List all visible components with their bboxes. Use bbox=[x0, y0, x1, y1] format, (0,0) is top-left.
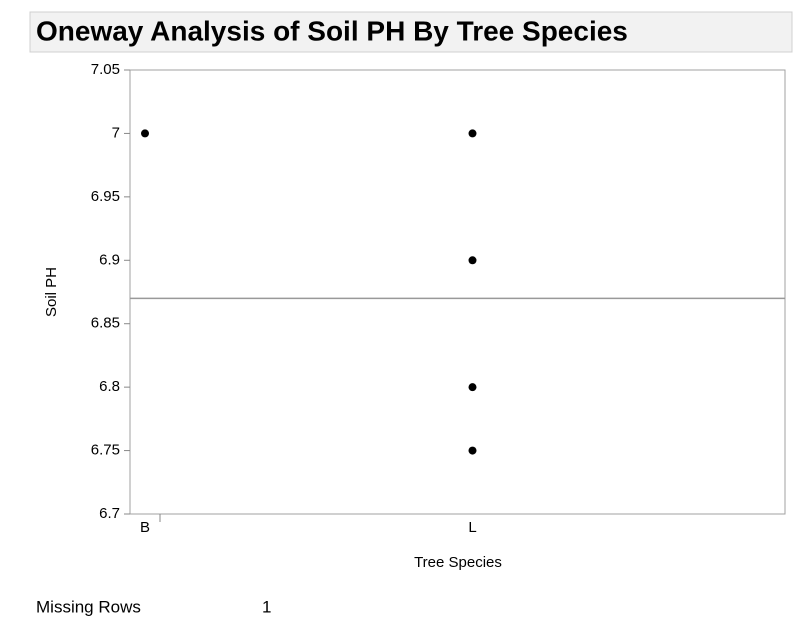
y-tick-label: 6.8 bbox=[99, 378, 120, 395]
title-bar bbox=[29, 11, 793, 53]
plot-frame bbox=[129, 69, 786, 515]
x-axis-label: Tree Species bbox=[414, 554, 502, 571]
point bbox=[468, 383, 477, 392]
missing-rows-value: 1 bbox=[262, 597, 271, 616]
chart-title: Oneway Analysis of Soil PH By Tree Speci… bbox=[36, 15, 628, 46]
y-axis-label: Soil PH bbox=[43, 267, 60, 317]
y-tick-label: 6.75 bbox=[91, 442, 120, 459]
y-tick-label: 6.95 bbox=[91, 188, 120, 205]
y-tick-label: 6.9 bbox=[99, 251, 120, 268]
point bbox=[468, 256, 477, 265]
x-tick-label: B bbox=[140, 519, 150, 536]
point bbox=[141, 129, 149, 138]
y-tick-label: 7 bbox=[112, 124, 120, 141]
point bbox=[468, 446, 477, 455]
y-tick-label: 7.05 bbox=[91, 61, 120, 78]
point bbox=[468, 129, 477, 138]
missing-rows-label: Missing Rows bbox=[36, 597, 141, 616]
x-tick-label: L bbox=[468, 519, 476, 536]
y-tick-label: 6.7 bbox=[99, 505, 120, 522]
y-tick-label: 6.85 bbox=[91, 315, 120, 332]
